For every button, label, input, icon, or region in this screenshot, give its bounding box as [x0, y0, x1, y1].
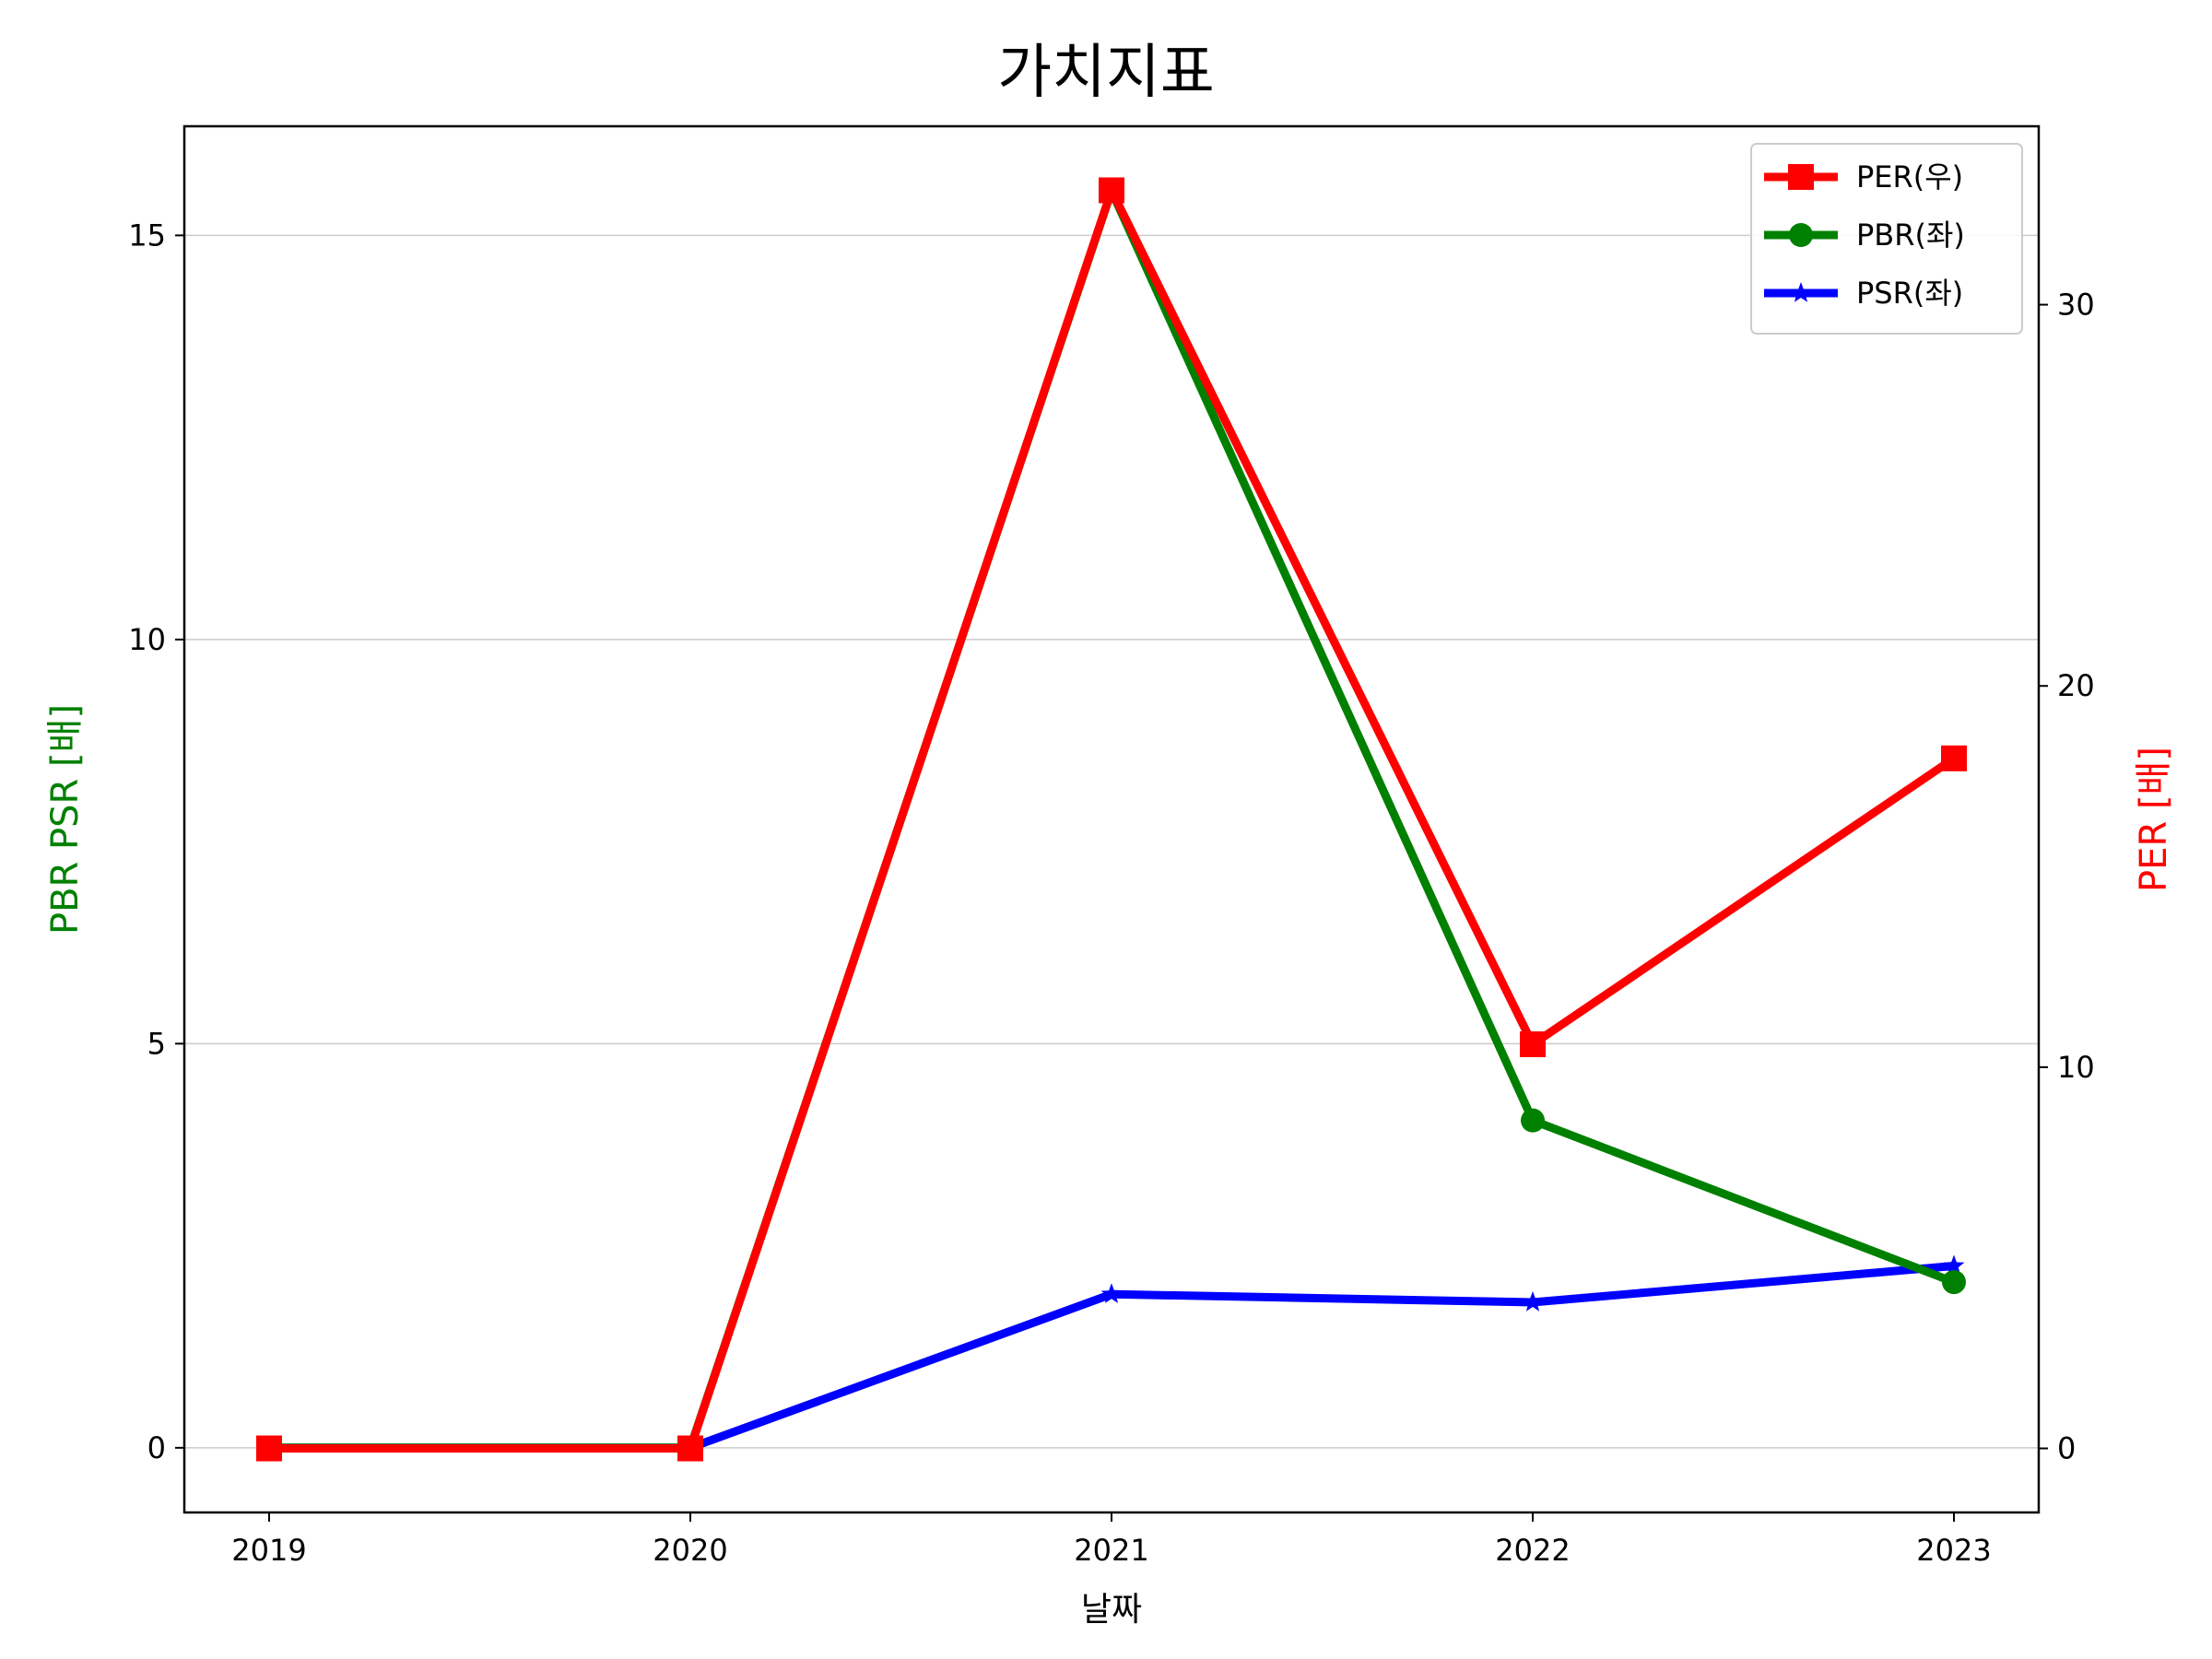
- series-group: [256, 177, 1967, 1462]
- y-right-tick-label: 30: [2057, 288, 2095, 323]
- y-right-tick-label: 20: [2057, 668, 2095, 703]
- chart-title: 가치지표: [997, 39, 1215, 107]
- legend-item: PBR(좌): [1764, 218, 1965, 253]
- data-point: [1099, 177, 1124, 204]
- data-point: [1520, 1031, 1546, 1058]
- data-point: [1942, 1270, 1966, 1295]
- legend-marker: [1789, 223, 1813, 247]
- data-point: [1943, 1254, 1965, 1276]
- data-point: [1521, 1108, 1545, 1133]
- data-point: [256, 1435, 282, 1462]
- data-point: [1100, 1283, 1123, 1303]
- axes-group: 0 5 10 15 0 10 20 30 2019 2020 2021 2022 2023: [128, 218, 2094, 1568]
- x-tick-label: 2020: [653, 1533, 727, 1568]
- y-left-tick-label: 0: [147, 1430, 166, 1465]
- data-point: [1941, 745, 1967, 771]
- y-left-tick-label: 5: [147, 1026, 166, 1061]
- legend-label: PBR(좌): [1856, 218, 1965, 253]
- y-right-tick-label: 10: [2057, 1050, 2095, 1085]
- legend-label: PSR(좌): [1856, 276, 1963, 311]
- y-left-tick-label: 10: [128, 622, 166, 657]
- legend-item: PSR(좌): [1764, 276, 1963, 311]
- series-square: [256, 177, 1967, 1462]
- legend-marker: [1790, 282, 1812, 302]
- y-right-tick-label: 0: [2057, 1431, 2076, 1466]
- data-point: [1522, 1291, 1544, 1312]
- y-left-tick-label: 15: [128, 218, 166, 253]
- x-tick-label: 2021: [1074, 1533, 1148, 1568]
- data-point: [677, 1435, 703, 1462]
- legend-item: PER(우): [1764, 159, 1963, 194]
- x-tick-label: 2023: [1916, 1533, 1991, 1568]
- y-axis-right-label: PER [배]: [2133, 747, 2175, 892]
- legend-marker: [1788, 164, 1814, 190]
- x-tick-label: 2022: [1495, 1533, 1570, 1568]
- x-axis-label: 날짜: [1081, 1591, 1142, 1629]
- legend: PER(우) PBR(좌) PSR(좌): [1750, 143, 2023, 335]
- legend-label: PER(우): [1856, 159, 1963, 194]
- y-axis-left-label: PBR PSR [배]: [44, 704, 87, 935]
- legend-box: [1750, 143, 2023, 335]
- x-tick-label: 2019: [231, 1533, 306, 1568]
